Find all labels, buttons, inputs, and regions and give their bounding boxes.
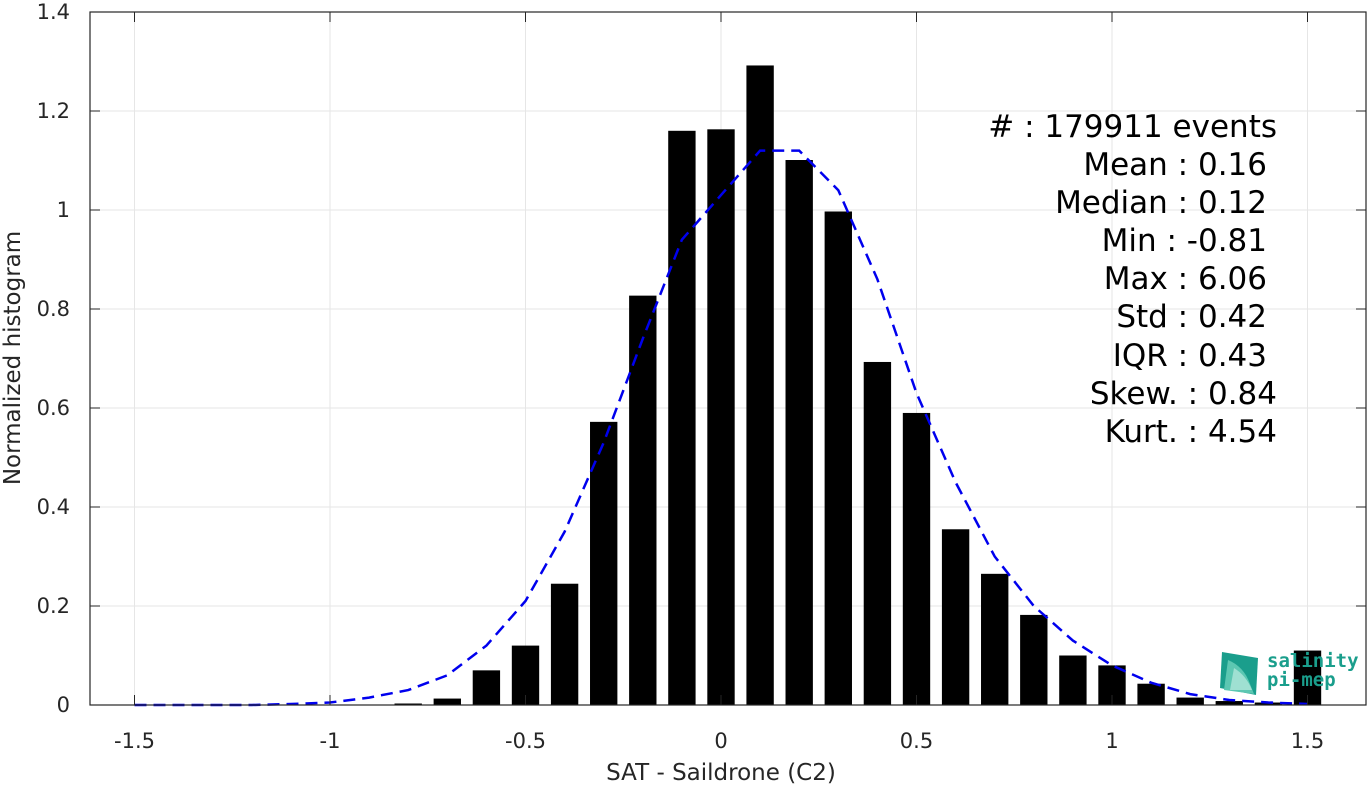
histogram-bar <box>1176 697 1204 705</box>
histogram-bar <box>433 698 461 705</box>
y-tick-label: 0 <box>57 693 70 717</box>
stat-max: Max : 6.06 <box>1104 261 1267 297</box>
waves-logo-icon <box>1220 652 1258 695</box>
histogram-bar <box>472 670 501 705</box>
logo-line-pimep: pi-mep <box>1267 669 1336 691</box>
y-tick-label: 1 <box>57 198 70 222</box>
y-tick-label: 0.2 <box>37 594 70 618</box>
histogram-bar <box>785 160 813 705</box>
x-tick-label: -1.5 <box>114 729 155 753</box>
stat-min: Min : -0.81 <box>1102 223 1267 259</box>
y-tick-label: 1.2 <box>37 99 70 123</box>
histogram-bar <box>902 412 931 705</box>
histogram-bar <box>981 573 1009 705</box>
stat-kurt: Kurt. : 4.54 <box>1105 414 1277 450</box>
salinity-pimep-logo: salinity pi-mep <box>1220 650 1359 695</box>
histogram-bar <box>824 211 852 706</box>
plot-frame <box>89 11 1367 706</box>
histogram-bar <box>1254 702 1283 705</box>
x-tick-label: 1 <box>1105 729 1118 753</box>
histogram-bar <box>394 703 422 705</box>
y-tick-label: 0.4 <box>37 495 70 519</box>
stat-skew: Skew. : 0.84 <box>1090 376 1277 412</box>
histogram-bar <box>668 130 696 706</box>
x-tick-label: -0.5 <box>505 729 546 753</box>
histogram-bar <box>550 583 579 705</box>
x-axis-label: SAT - Saildrone (C2) <box>606 760 836 785</box>
axis-ticks: -1.5 -1 -0.5 0 0.5 1 1.5 0 0.2 0.4 0.6 0.8 1 1.2 1.4 <box>37 0 1366 753</box>
histogram-bar <box>746 65 774 705</box>
y-tick-label: 0.6 <box>37 396 70 420</box>
y-axis-label: Normalized histogram <box>0 231 26 485</box>
stat-mean: Mean : 0.16 <box>1083 147 1267 183</box>
histogram-bar <box>629 295 657 705</box>
stat-std: Std : 0.42 <box>1116 299 1267 335</box>
histogram-bar <box>707 129 735 705</box>
histogram-bar <box>863 361 892 705</box>
stats-box: # : 179911 events Mean : 0.16 Median : 0… <box>988 109 1277 450</box>
x-tick-label: -1 <box>320 729 341 753</box>
histogram-bar <box>941 529 970 705</box>
histogram-bar <box>1020 614 1048 705</box>
histogram-bar <box>1137 683 1165 705</box>
histogram-bar <box>1059 655 1087 705</box>
logo-line-salinity: salinity <box>1267 650 1359 672</box>
x-tick-label: 0 <box>714 729 727 753</box>
histogram-bar <box>590 421 618 705</box>
stat-median: Median : 0.12 <box>1055 185 1267 221</box>
y-tick-label: 0.8 <box>37 297 70 321</box>
x-tick-label: 1.5 <box>1291 729 1324 753</box>
x-tick-label: 0.5 <box>900 729 933 753</box>
histogram-bar <box>1215 701 1243 705</box>
histogram-bars <box>394 65 1322 706</box>
stat-iqr: IQR : 0.43 <box>1113 338 1267 374</box>
y-tick-label: 1.4 <box>37 0 70 24</box>
stat-count: # : 179911 events <box>988 109 1277 145</box>
